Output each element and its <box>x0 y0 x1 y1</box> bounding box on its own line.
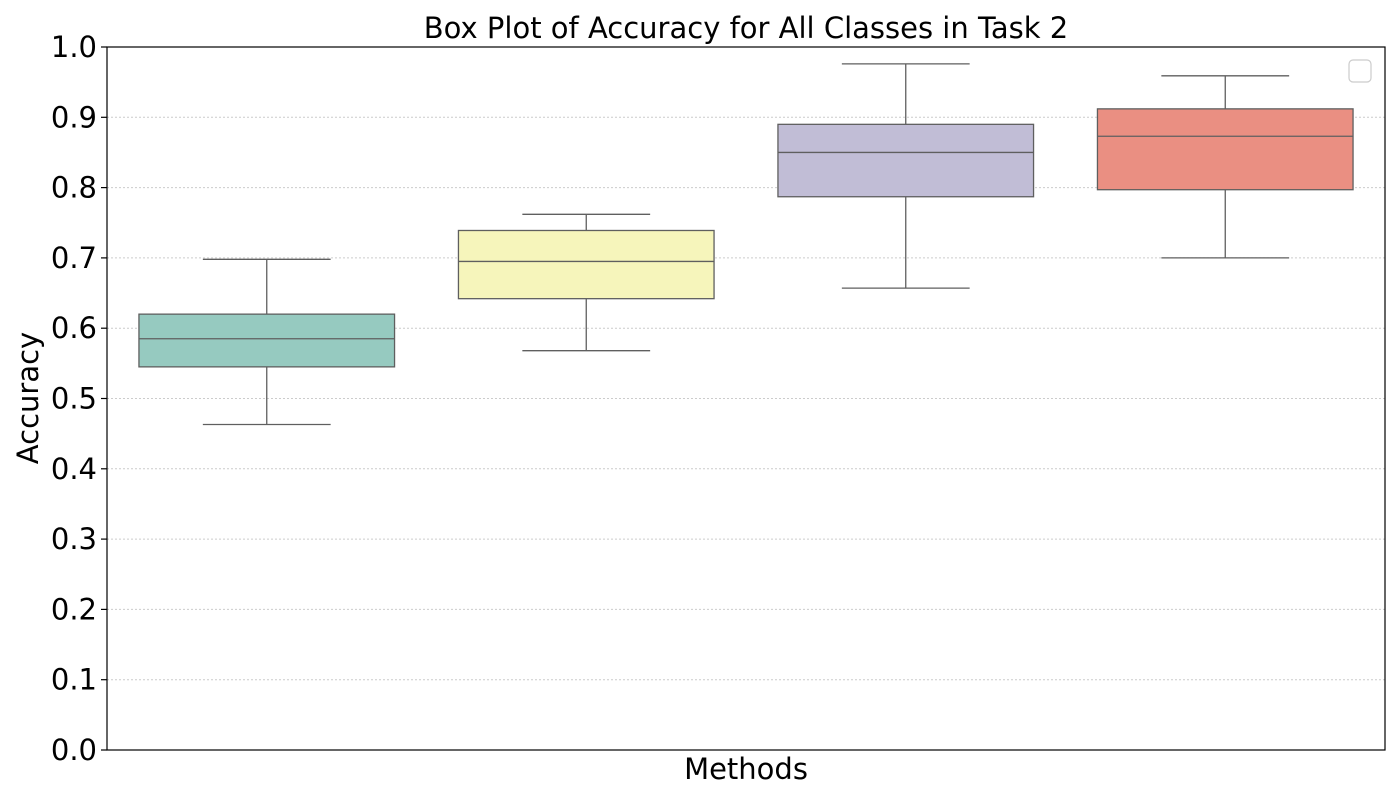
y-tick-label: 0.5 <box>51 382 97 416</box>
box-iqr <box>1096 108 1354 191</box>
y-tick-label: 0.8 <box>51 171 97 205</box>
box-group <box>1096 75 1354 259</box>
y-tick-label: 0.0 <box>51 733 97 767</box>
box-iqr <box>138 313 396 368</box>
y-tick-label: 0.4 <box>51 452 97 486</box>
y-tick-label: 0.9 <box>51 100 97 134</box>
legend <box>1348 59 1372 83</box>
y-axis-label: Accuracy <box>11 332 45 464</box>
y-tick-label: 0.2 <box>51 592 97 626</box>
x-axis-label: Methods <box>684 752 808 786</box>
box-iqr <box>457 229 715 300</box>
boxes-layer <box>138 63 1354 426</box>
y-tick-label: 0.3 <box>51 522 97 556</box>
y-tick-label: 0.1 <box>51 663 97 697</box>
y-tick-label: 0.6 <box>51 311 97 345</box>
chart-title: Box Plot of Accuracy for All Classes in … <box>424 11 1068 45</box>
grid-lines <box>107 116 1385 681</box>
box-group <box>777 63 1035 289</box>
y-tick-label: 0.7 <box>51 241 97 275</box>
box-group <box>138 258 396 426</box>
y-axis-ticks: 0.0 0.1 0.2 0.3 0.4 0.5 0.6 0.7 0.8 0.9 1.0 <box>51 30 107 767</box>
y-tick-label: 1.0 <box>51 30 97 64</box>
box-iqr <box>777 123 1035 198</box>
box-group <box>457 213 715 352</box>
